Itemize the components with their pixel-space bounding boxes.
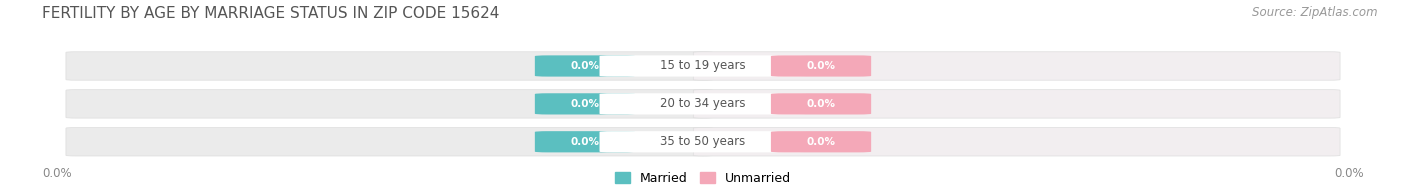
- Text: 0.0%: 0.0%: [807, 61, 835, 71]
- FancyBboxPatch shape: [599, 131, 807, 152]
- FancyBboxPatch shape: [693, 52, 1340, 80]
- Text: 0.0%: 0.0%: [571, 137, 599, 147]
- Legend: Married, Unmarried: Married, Unmarried: [610, 167, 796, 190]
- FancyBboxPatch shape: [66, 128, 713, 156]
- FancyBboxPatch shape: [66, 52, 713, 80]
- Text: 0.0%: 0.0%: [807, 99, 835, 109]
- Text: 20 to 34 years: 20 to 34 years: [661, 97, 745, 110]
- Text: 0.0%: 0.0%: [807, 137, 835, 147]
- FancyBboxPatch shape: [693, 128, 1340, 156]
- Text: 15 to 19 years: 15 to 19 years: [661, 60, 745, 73]
- Text: 0.0%: 0.0%: [42, 167, 72, 180]
- Text: 35 to 50 years: 35 to 50 years: [661, 135, 745, 148]
- FancyBboxPatch shape: [770, 93, 872, 114]
- FancyBboxPatch shape: [599, 93, 807, 114]
- FancyBboxPatch shape: [693, 90, 1340, 118]
- Text: FERTILITY BY AGE BY MARRIAGE STATUS IN ZIP CODE 15624: FERTILITY BY AGE BY MARRIAGE STATUS IN Z…: [42, 6, 499, 21]
- Text: 0.0%: 0.0%: [571, 61, 599, 71]
- FancyBboxPatch shape: [770, 55, 872, 77]
- FancyBboxPatch shape: [534, 55, 636, 77]
- Text: 0.0%: 0.0%: [1334, 167, 1364, 180]
- FancyBboxPatch shape: [770, 131, 872, 152]
- Text: 0.0%: 0.0%: [571, 99, 599, 109]
- FancyBboxPatch shape: [599, 55, 807, 77]
- FancyBboxPatch shape: [66, 90, 713, 118]
- Text: Source: ZipAtlas.com: Source: ZipAtlas.com: [1253, 6, 1378, 19]
- FancyBboxPatch shape: [534, 131, 636, 152]
- FancyBboxPatch shape: [534, 93, 636, 114]
